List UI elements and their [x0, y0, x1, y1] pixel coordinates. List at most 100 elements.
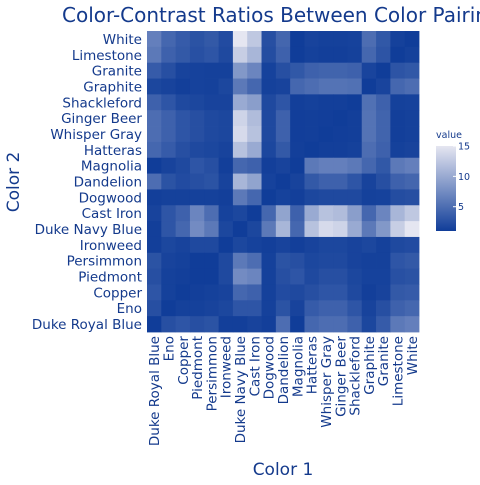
heatmap-cell-limestone-ironweed [390, 236, 406, 254]
heatmap-cells [147, 31, 420, 333]
heatmap-cell-dogwood-white [261, 31, 277, 48]
heatmap-cell-magnolia-dogwood [290, 189, 305, 206]
heatmap-cell-white-ironweed [404, 236, 420, 254]
heatmap-cell-white-dogwood [404, 189, 420, 206]
heatmap-cell-hatteras-piedmont [304, 268, 320, 285]
heatmap-cell-limestone-limestone [390, 46, 406, 64]
heatmap-cell-eno-cast-iron [161, 205, 177, 222]
heatmap-cell-piedmont-copper [189, 284, 205, 301]
heatmap-cell-magnolia-shackleford [290, 94, 305, 111]
heatmap-cell-duke-navy-blue-limestone [232, 46, 248, 64]
heatmap-cell-eno-duke-royal-blue [161, 316, 177, 333]
heatmap-cell-white-whisper-gray [404, 126, 420, 143]
heatmap-cell-graphite-granite [361, 62, 377, 79]
heatmap-cell-white-limestone [404, 46, 420, 64]
heatmap-cell-magnolia-magnolia [290, 157, 305, 174]
heatmap-cell-shackleford-ginger-beer [347, 110, 363, 127]
heatmap-cell-ginger-beer-copper [333, 284, 348, 301]
heatmap-cell-ginger-beer-granite [333, 62, 348, 79]
heatmap-cell-magnolia-ginger-beer [290, 110, 305, 127]
heatmap-cell-ironweed-white [218, 31, 234, 48]
heatmap-cell-magnolia-white [290, 31, 305, 48]
heatmap-cell-whisper-gray-cast-iron [318, 205, 334, 222]
heatmap-cell-cast-iron-shackleford [247, 94, 262, 111]
heatmap-cell-piedmont-shackleford [189, 94, 205, 111]
heatmap-cell-ginger-beer-duke-navy-blue [333, 221, 348, 238]
heatmap-cell-hatteras-duke-navy-blue [304, 221, 320, 238]
heatmap-cell-duke-navy-blue-cast-iron [232, 205, 248, 222]
x-tick-label-ginger-beer: Ginger Beer [333, 336, 349, 417]
y-tick-label-duke-royal-blue: Duke Royal Blue [32, 317, 142, 333]
heatmap-cell-hatteras-whisper-gray [304, 126, 320, 143]
heatmap-cell-duke-navy-blue-duke-royal-blue [232, 316, 248, 333]
heatmap-cell-duke-navy-blue-ironweed [232, 236, 248, 254]
heatmap-cell-eno-white [161, 31, 177, 48]
heatmap-cell-shackleford-persimmon [347, 252, 363, 270]
heatmap-cell-persimmon-hatteras [204, 141, 219, 159]
heatmap-cell-duke-royal-blue-limestone [147, 46, 162, 64]
heatmap-cell-copper-dogwood [175, 189, 191, 206]
heatmap-cell-graphite-graphite [361, 78, 377, 95]
heatmap-cell-persimmon-dogwood [204, 189, 219, 206]
heatmap-cell-eno-duke-navy-blue [161, 221, 177, 238]
heatmap-cell-eno-copper [161, 284, 177, 301]
heatmap-cell-dandelion-duke-navy-blue [275, 221, 291, 238]
heatmap-cell-cast-iron-persimmon [247, 252, 262, 270]
x-tick-label-magnolia: Magnolia [290, 336, 306, 397]
heatmap-cell-granite-duke-navy-blue [376, 221, 391, 238]
heatmap-cell-shackleford-ironweed [347, 236, 363, 254]
colorbar-ticks: 5 10 15 [453, 142, 470, 213]
heatmap-cell-piedmont-ironweed [189, 236, 205, 254]
heatmap-cell-ginger-beer-duke-royal-blue [333, 316, 348, 333]
heatmap-cell-ironweed-piedmont [218, 268, 234, 285]
heatmap-cell-duke-navy-blue-hatteras [232, 141, 248, 159]
heatmap-cell-limestone-dandelion [390, 173, 406, 190]
heatmap-cell-piedmont-duke-royal-blue [189, 316, 205, 333]
heatmap-cell-ironweed-duke-royal-blue [218, 316, 234, 333]
heatmap-cell-cast-iron-granite [247, 62, 262, 79]
heatmap-cell-ginger-beer-white [333, 31, 348, 48]
heatmap-cell-cast-iron-piedmont [247, 268, 262, 285]
heatmap-cell-limestone-persimmon [390, 252, 406, 270]
heatmap-cell-persimmon-limestone [204, 46, 219, 64]
heatmap-cell-ironweed-ironweed [218, 236, 234, 254]
heatmap-cell-granite-ironweed [376, 236, 391, 254]
heatmap-cell-persimmon-duke-royal-blue [204, 316, 219, 333]
heatmap-cell-eno-granite [161, 62, 177, 79]
heatmap-cell-whisper-gray-graphite [318, 78, 334, 95]
y-tick-label-eno: Eno [117, 301, 142, 317]
heatmap-cell-graphite-limestone [361, 46, 377, 64]
heatmap-cell-hatteras-duke-royal-blue [304, 316, 320, 333]
heatmap-cell-whisper-gray-granite [318, 62, 334, 79]
heatmap-cell-shackleford-duke-navy-blue [347, 221, 363, 238]
heatmap-cell-piedmont-limestone [189, 46, 205, 64]
y-tick-label-cast-iron: Cast Iron [82, 206, 142, 222]
heatmap-cell-whisper-gray-hatteras [318, 141, 334, 159]
heatmap-cell-duke-royal-blue-whisper-gray [147, 126, 162, 143]
heatmap-cell-whisper-gray-piedmont [318, 268, 334, 285]
x-tick-label-piedmont: Piedmont [190, 336, 206, 400]
heatmap-cell-duke-navy-blue-dandelion [232, 173, 248, 190]
heatmap-cell-graphite-magnolia [361, 157, 377, 174]
heatmap-cell-magnolia-limestone [290, 46, 305, 64]
heatmap-cell-whisper-gray-whisper-gray [318, 126, 334, 143]
heatmap-cell-granite-persimmon [376, 252, 391, 270]
y-tick-label-magnolia: Magnolia [81, 159, 142, 175]
heatmap-cell-cast-iron-whisper-gray [247, 126, 262, 143]
heatmap-cell-dandelion-piedmont [275, 268, 291, 285]
heatmap-cell-copper-eno [175, 300, 191, 317]
heatmap-cell-eno-whisper-gray [161, 126, 177, 143]
colorbar-gradient [436, 146, 456, 231]
heatmap-cell-duke-navy-blue-duke-navy-blue [232, 221, 248, 238]
heatmap-cell-ginger-beer-limestone [333, 46, 348, 64]
heatmap-cell-duke-navy-blue-graphite [232, 78, 248, 95]
heatmap-cell-duke-royal-blue-shackleford [147, 94, 162, 111]
heatmap-cell-persimmon-whisper-gray [204, 126, 219, 143]
heatmap-cell-white-dandelion [404, 173, 420, 190]
heatmap-cell-white-granite [404, 62, 420, 79]
heatmap-cell-shackleford-graphite [347, 78, 363, 95]
heatmap-cell-ironweed-granite [218, 62, 234, 79]
heatmap-cell-dogwood-eno [261, 300, 277, 317]
heatmap-cell-ginger-beer-magnolia [333, 157, 348, 174]
heatmap-cell-shackleford-granite [347, 62, 363, 79]
